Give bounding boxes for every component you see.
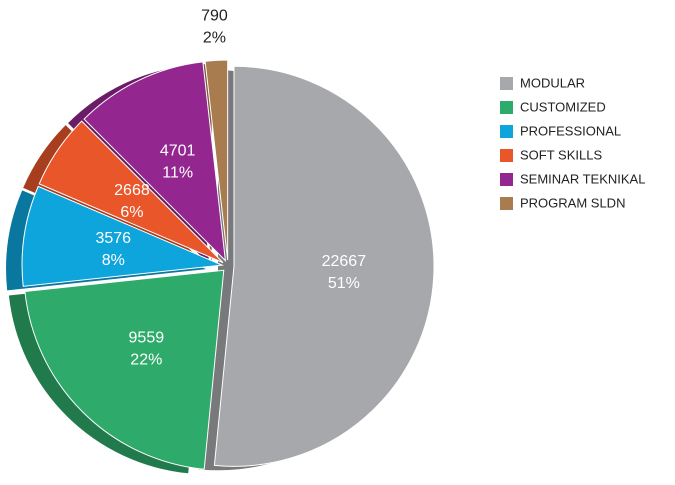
legend-swatch	[500, 125, 513, 138]
value-label: 9559	[129, 330, 165, 347]
slice	[204, 59, 229, 261]
legend-swatch	[500, 173, 513, 186]
legend-swatch	[500, 149, 513, 162]
percent-label: 2%	[203, 30, 226, 47]
legend-label: PROGRAM SLDN	[520, 195, 625, 210]
legend-swatch	[500, 197, 513, 210]
label-layer: 22667 51% 9559 22% 3576 8% 2668 6% 4701 11% 790 2%	[95, 8, 366, 369]
legend-swatch	[500, 77, 513, 90]
value-label: 3576	[95, 230, 131, 247]
legend-swatch	[500, 101, 513, 114]
percent-label: 8%	[102, 252, 125, 269]
legend-label: PROFESSIONAL	[520, 123, 621, 138]
legend: MODULAR CUSTOMIZED PROFESSIONAL SOFT SKILLS…	[500, 75, 645, 210]
value-label: 4701	[160, 143, 196, 160]
value-label: 22667	[322, 253, 367, 270]
slice	[21, 185, 225, 287]
percent-label: 51%	[328, 275, 360, 292]
value-label: 790	[201, 8, 228, 25]
legend-label: SOFT SKILLS	[520, 147, 602, 162]
slice	[83, 61, 227, 262]
slice-layer	[21, 59, 435, 470]
legend-label: CUSTOMIZED	[520, 99, 606, 114]
percent-label: 11%	[162, 165, 193, 182]
legend-label: SEMINAR TEKNIKAL	[520, 171, 645, 186]
percent-label: 6%	[120, 204, 143, 221]
percent-label: 22%	[130, 352, 162, 369]
legend-label: MODULAR	[520, 75, 585, 90]
slice	[24, 269, 225, 470]
slice	[38, 120, 224, 264]
slice	[213, 65, 435, 467]
value-label: 2668	[114, 182, 150, 199]
